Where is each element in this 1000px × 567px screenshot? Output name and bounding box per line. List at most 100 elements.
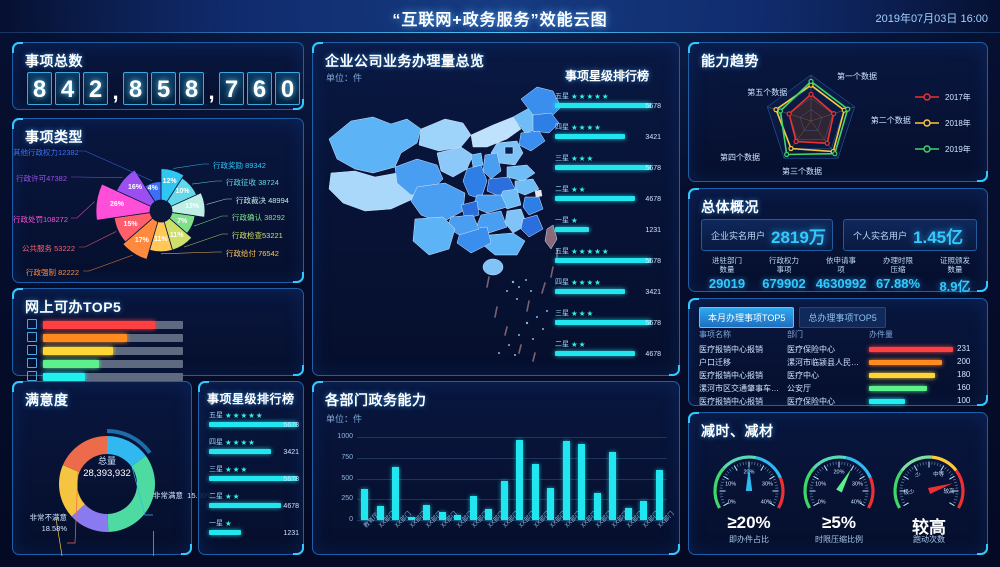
legend-label[interactable]: 2019年: [945, 144, 971, 154]
rose-chart-svg: [71, 150, 232, 272]
gauge-tick: [832, 462, 834, 466]
gauge-tick: [949, 475, 955, 480]
star-rank-row[interactable]: 四星 ★★★★ 3421: [555, 277, 661, 296]
dept-bar[interactable]: [531, 463, 539, 520]
overview-metric-label-2: 项: [837, 265, 845, 274]
online-top5-row[interactable]: [27, 358, 293, 369]
online-top5-row[interactable]: [27, 371, 293, 382]
star-rank-head: 三星 ★★★: [209, 464, 297, 474]
dept-bar[interactable]: [469, 495, 477, 520]
gauge-value: 较高: [912, 518, 946, 537]
gauge-tick: [813, 502, 819, 507]
dept-bar[interactable]: [407, 517, 415, 520]
donut-slice[interactable]: [107, 436, 146, 467]
star-rank-head: 三星 ★★★: [555, 308, 659, 318]
star-rank-row[interactable]: 五星 ★★★★★ 5678: [555, 246, 661, 265]
radar-series[interactable]: [788, 93, 835, 145]
month-top5-tab[interactable]: 本月办理事项TOP5: [699, 307, 795, 328]
month-top5-row[interactable]: 医疗报销中心报销 医疗保险中心 231: [699, 344, 979, 357]
online-top5-row[interactable]: [27, 332, 293, 343]
radar-series[interactable]: [775, 84, 846, 153]
china-map-svg[interactable]: [321, 77, 571, 367]
dept-bar[interactable]: [392, 467, 400, 520]
gauge-arc: [867, 477, 875, 509]
gauge-tick: [774, 484, 778, 486]
month-top5-bar: [869, 373, 935, 378]
month-top5-tab[interactable]: 总办理事项TOP5: [799, 307, 886, 328]
dept-bar[interactable]: [516, 439, 524, 520]
dept-bar[interactable]: [454, 514, 462, 520]
star-rank-row[interactable]: 三星 ★★★ 5678: [555, 308, 661, 327]
star-rank-row[interactable]: 一星 ★ 1231: [209, 518, 299, 537]
dept-bar[interactable]: [624, 507, 632, 520]
dept-bar[interactable]: [593, 492, 601, 520]
dept-bar[interactable]: [485, 509, 493, 520]
star-rank-row[interactable]: 三星 ★★★ 5678: [209, 464, 299, 483]
gauge-arc: [812, 455, 847, 470]
star-rank-row[interactable]: 二星 ★★ 4678: [555, 184, 661, 203]
dept-bar[interactable]: [376, 506, 384, 520]
dept-bar[interactable]: [438, 512, 446, 520]
radar-point: [784, 151, 790, 158]
star-rank-row[interactable]: 五星 ★★★★★ 5678: [209, 410, 299, 429]
legend-label[interactable]: 2018年: [945, 118, 971, 128]
dept-bar[interactable]: [500, 481, 508, 520]
donut-slice[interactable]: [107, 455, 155, 532]
gauge-tick: [774, 481, 778, 484]
gauge-tick: [810, 498, 814, 501]
dept-bar[interactable]: [361, 489, 369, 520]
star-rank-head: 五星 ★★★★★: [209, 410, 297, 420]
panel-reduce-time-material: 减时、减材 0% 10% 20% 30% 40% ≥20% 即办件占比 0% 10% 20% 30%…: [688, 412, 988, 555]
star-icons: ★★: [571, 339, 587, 349]
donut-slice[interactable]: [58, 465, 85, 517]
gauge-tick: [844, 462, 846, 466]
legend-label[interactable]: 2017年: [945, 92, 971, 102]
gauges-title: 减时、减材: [701, 423, 774, 439]
dept-bar[interactable]: [547, 488, 555, 520]
dept-bar[interactable]: [578, 444, 586, 520]
month-top5-item-name: 医疗报销中心报销: [699, 397, 763, 406]
star-rank-right-title: 事项星级排行榜: [564, 69, 649, 83]
month-top5-tabs[interactable]: 本月办理事项TOP5 总办理事项TOP5: [699, 307, 886, 328]
online-top5-row[interactable]: [27, 345, 293, 356]
star-icons: ★★★★: [571, 122, 602, 132]
month-top5-value: 231: [957, 344, 971, 353]
month-top5-row[interactable]: 户口迁移 漯河市临颍县人民社保... 200: [699, 357, 979, 370]
online-top5-row[interactable]: [27, 319, 293, 330]
progress-track: [43, 320, 183, 329]
legend-marker: [923, 145, 931, 153]
dept-bar[interactable]: [655, 470, 663, 520]
month-top5-row[interactable]: 漯河市区交通肇事车辆后续处... 公安厅 160: [699, 383, 979, 396]
star-rank-row[interactable]: 二星 ★★ 4678: [209, 491, 299, 510]
month-top5-item-name: 漯河市区交通肇事车辆后续处...: [699, 384, 781, 393]
month-top5-row[interactable]: 医疗报销中心报销 医疗保险中心 100: [699, 396, 979, 409]
gauge-tick: [814, 473, 818, 476]
star-rank-head: 三星 ★★★: [555, 153, 659, 163]
dept-bar[interactable]: [640, 500, 648, 520]
star-rank-row[interactable]: 二星 ★★ 4678: [555, 339, 661, 358]
radar-series[interactable]: [779, 80, 849, 156]
donut-slice[interactable]: [71, 504, 109, 532]
star-rank-row[interactable]: 三星 ★★★ 5678: [555, 153, 661, 172]
star-rank-head: 四星 ★★★★: [555, 277, 659, 287]
gauge-tick-label: 0%: [728, 500, 736, 506]
gauge-tick: [754, 462, 756, 466]
star-rank-row[interactable]: 四星 ★★★★ 3421: [555, 122, 661, 141]
star-rank-row[interactable]: 一星 ★ 1231: [555, 215, 661, 234]
china-map[interactable]: [321, 77, 571, 367]
star-rank-right-list[interactable]: 五星 ★★★★★ 5678 四星 ★★★★ 3421 三星 ★★★ 5678 二星 ★★ 4678 一星…: [545, 89, 671, 371]
progress-fill: [43, 359, 99, 368]
overview-metric-label-2: 数量: [719, 265, 735, 274]
star-rank-row[interactable]: 五星 ★★★★★ 5678: [555, 91, 661, 110]
month-top5-row[interactable]: 医疗报销中心报销 医疗中心 180: [699, 370, 979, 383]
rose-slice-label: 行政许可47382: [16, 174, 67, 183]
dept-bar[interactable]: [609, 452, 617, 520]
star-rank-row[interactable]: 四星 ★★★★ 3421: [209, 437, 299, 456]
gauge-tick: [916, 463, 919, 467]
gauge-tick-label: 40%: [761, 500, 772, 506]
dept-capability-unit: 单位：件: [326, 414, 363, 424]
donut-slice[interactable]: [62, 436, 107, 473]
dept-bar[interactable]: [562, 440, 570, 520]
overview-box-enterprise-label: 企业实名用户: [711, 230, 766, 241]
dept-bar[interactable]: [423, 505, 431, 520]
